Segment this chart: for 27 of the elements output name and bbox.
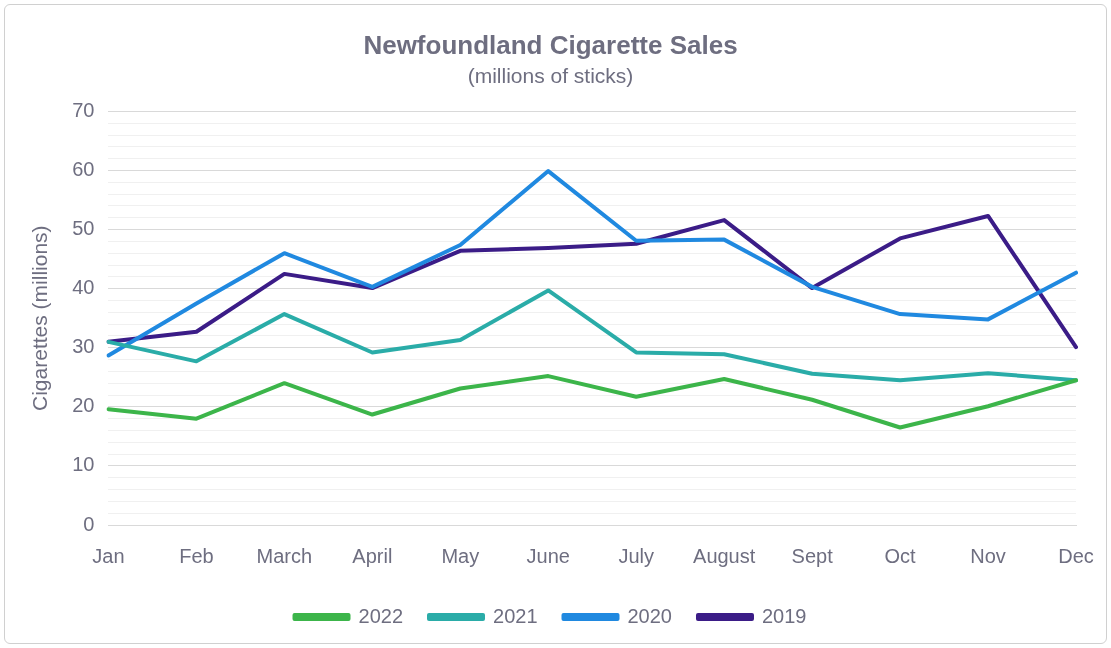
y-tick-label: 60 (72, 158, 95, 180)
x-tick-label: Oct (884, 544, 917, 567)
x-tick-label: Jan (92, 544, 125, 567)
x-tick-label: March (256, 544, 313, 567)
y-tick-label: 10 (72, 453, 95, 476)
chart-subtitle: (millions of sticks) (467, 63, 634, 87)
x-tick-label: May (441, 544, 480, 567)
legend-label: 2022 (358, 604, 404, 627)
legend-label: 2020 (627, 604, 672, 627)
y-tick-label: 70 (72, 98, 95, 121)
chart-title: Newfoundland Cigarette Sales (363, 29, 738, 60)
y-tick-label: 40 (72, 276, 95, 299)
y-tick-label: 20 (72, 394, 95, 417)
x-tick-label: Feb (179, 544, 214, 567)
y-tick-label: 30 (72, 335, 95, 358)
y-tick-label: 50 (72, 217, 95, 240)
x-tick-label: August (693, 544, 756, 567)
x-tick-label: April (352, 544, 393, 567)
legend-label: 2019 (761, 604, 807, 627)
legend-label: 2021 (493, 604, 538, 627)
y-tick-label: 0 (83, 512, 95, 535)
x-tick-label: Sept (791, 544, 834, 567)
x-tick-label: Dec (1058, 544, 1094, 567)
x-tick-label: Nov (970, 544, 1006, 567)
x-tick-label: July (618, 544, 654, 567)
y-axis-title: Cigarettes (millions) (28, 225, 52, 411)
x-tick-label: June (526, 544, 570, 567)
